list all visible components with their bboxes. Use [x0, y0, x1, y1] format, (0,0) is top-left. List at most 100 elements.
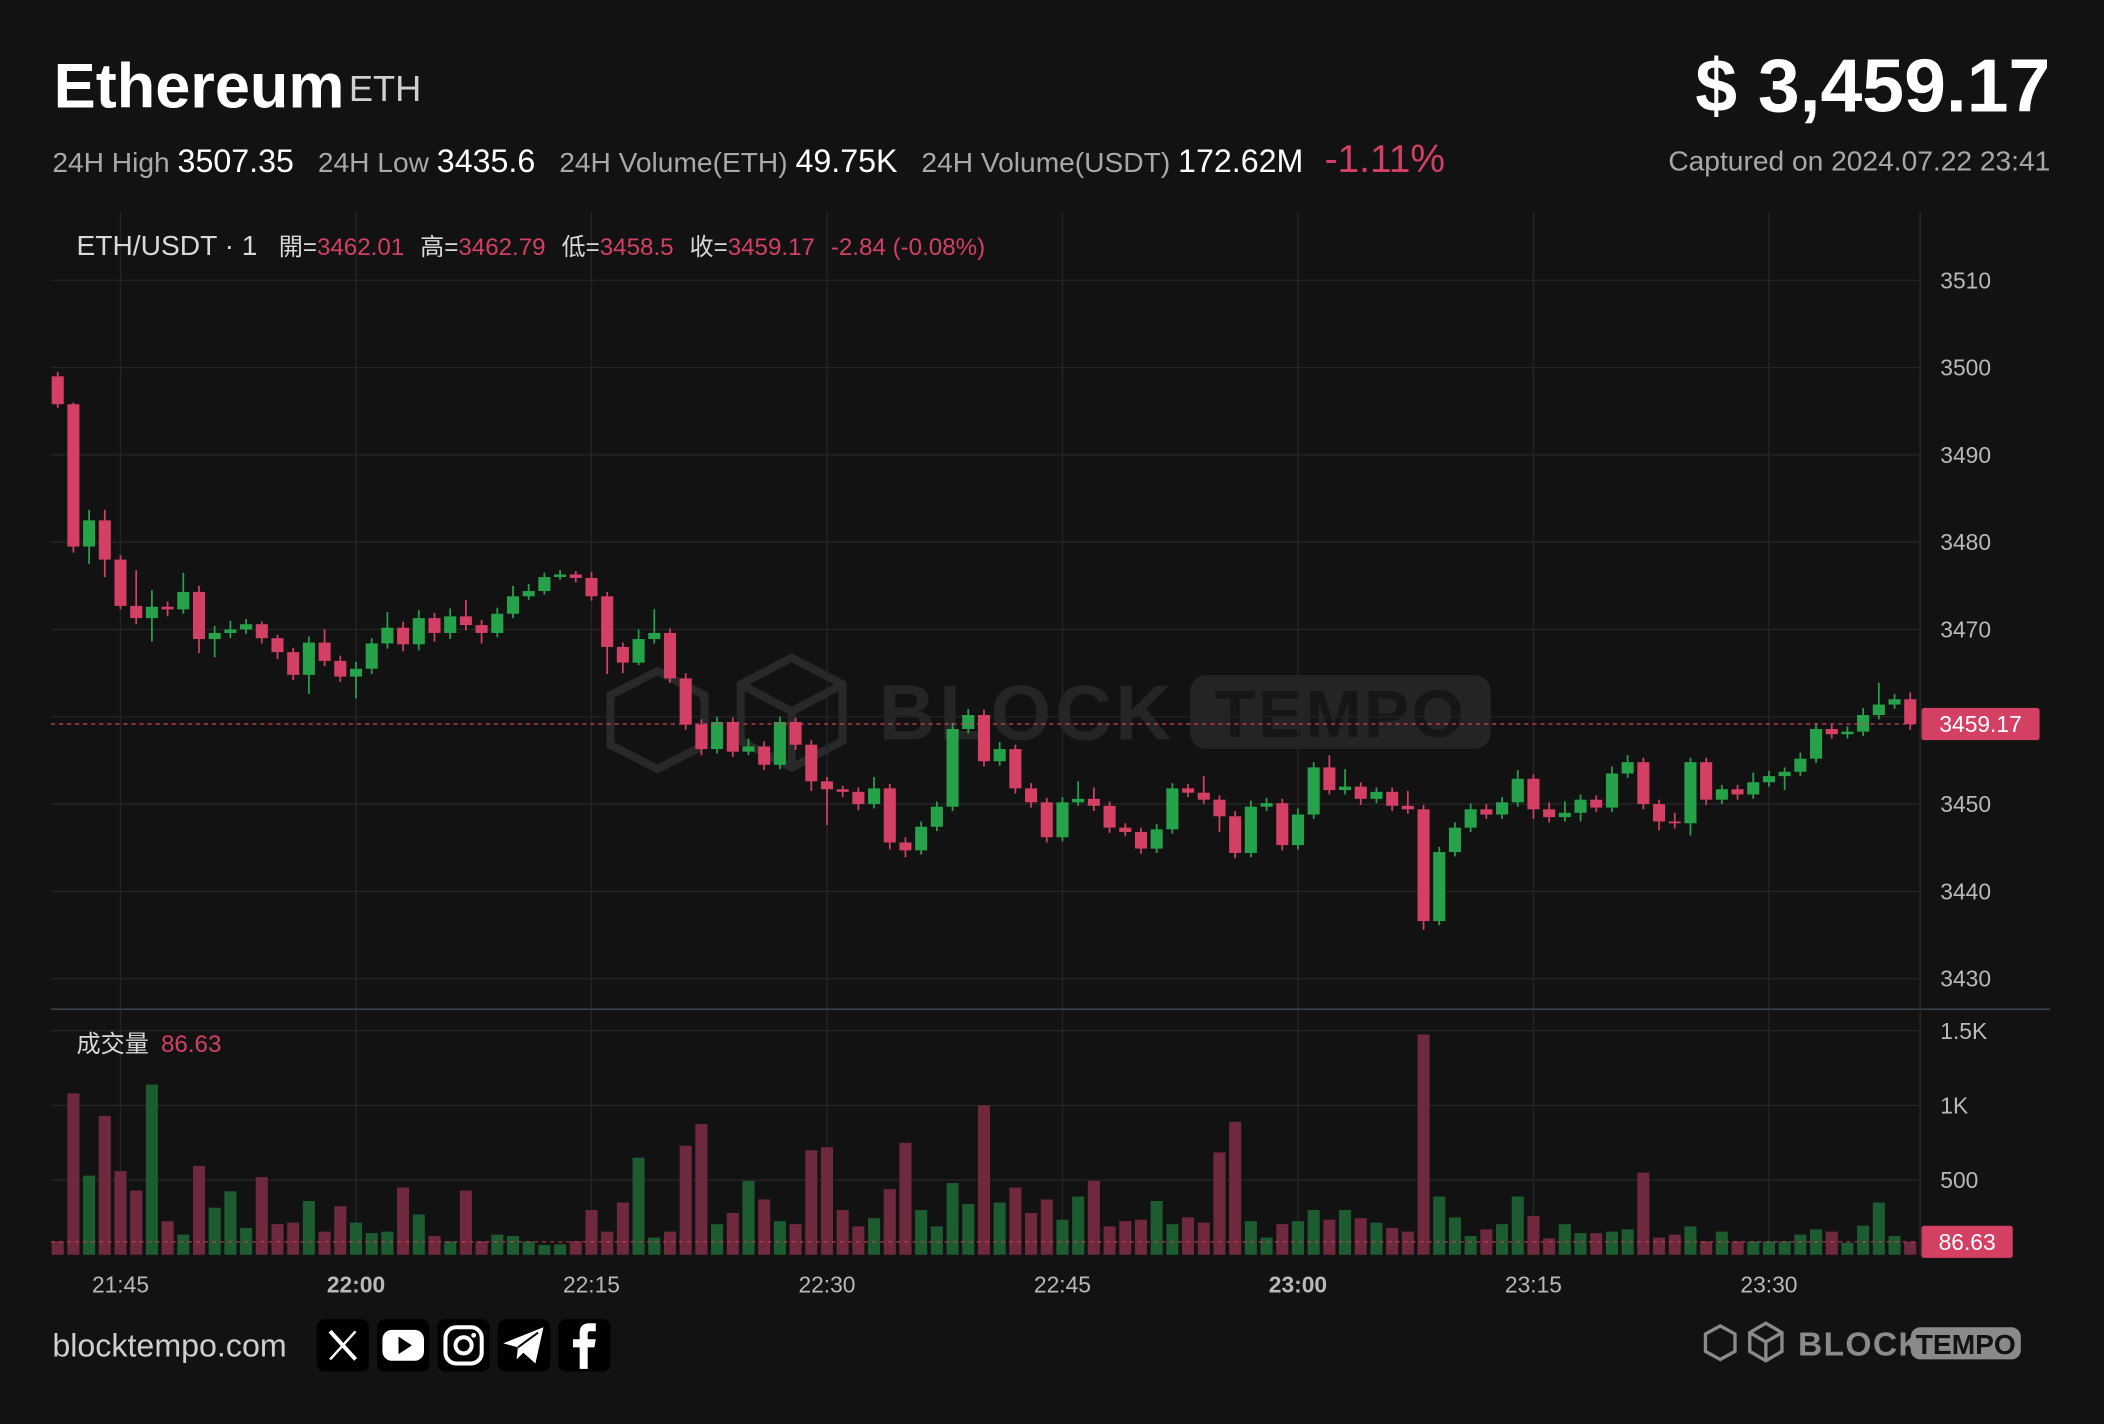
legend-value: 3462.79	[458, 234, 545, 261]
y-tick-label: 3430	[1940, 966, 1991, 992]
volume-bar	[930, 1226, 943, 1255]
stat-value: 49.75K	[795, 143, 898, 179]
captured-time: Captured on 2024.07.22 23:41	[1668, 145, 2050, 177]
candle-body	[1260, 803, 1273, 807]
volume-bar	[554, 1244, 567, 1255]
logo-box	[1910, 1327, 2021, 1360]
candle-body	[1182, 788, 1195, 793]
candle-body	[1213, 799, 1226, 817]
candle-body	[758, 746, 771, 765]
candle-body	[977, 715, 991, 762]
volume-legend: 成交量 86.63	[76, 1031, 221, 1058]
volume-bar	[1448, 1217, 1461, 1255]
youtube-icon[interactable]	[377, 1319, 430, 1372]
candle-body	[852, 791, 865, 805]
volume-bar	[1731, 1241, 1744, 1255]
volume-bar	[130, 1190, 143, 1255]
volume-bar	[1087, 1180, 1100, 1255]
volume-bar	[412, 1214, 425, 1255]
volume-bar	[1747, 1241, 1760, 1255]
candle-body	[1401, 805, 1414, 810]
plot: 3430344034503460347034803490350035105001…	[50, 212, 2051, 1297]
candle-body	[883, 788, 896, 843]
candle-body	[1715, 789, 1728, 800]
candle-body	[1433, 852, 1446, 922]
footer-logo: BLOCK TEMPO	[1703, 1321, 2021, 1363]
volume-bar	[506, 1236, 520, 1255]
legend-label: 低=	[561, 234, 599, 261]
candle-body	[412, 618, 425, 645]
y-tick-label: 3480	[1940, 529, 1991, 555]
volume-bar	[616, 1202, 629, 1255]
candle-body	[1480, 809, 1493, 815]
y-tick-label: 3510	[1940, 267, 1991, 293]
volume-bar	[538, 1245, 551, 1255]
candle-body	[428, 618, 441, 633]
volume-bar	[1401, 1231, 1414, 1255]
candle-body	[145, 606, 158, 619]
last-volume-badge	[1921, 1225, 2013, 1258]
x-icon[interactable]	[316, 1319, 370, 1372]
volume-tick-label: 500	[1940, 1167, 1978, 1193]
volume-bar	[836, 1209, 849, 1255]
candle-body	[585, 577, 598, 597]
candle-body	[1700, 762, 1713, 800]
volume-bar	[1072, 1196, 1085, 1255]
stat-label: 24H Volume(ETH)	[559, 146, 787, 178]
candle-body	[915, 826, 928, 851]
candle-body	[114, 559, 127, 606]
volume-bar	[648, 1237, 661, 1255]
volume-bar	[1119, 1221, 1132, 1255]
candle-body	[1747, 782, 1760, 795]
candle-body	[1543, 809, 1556, 818]
candle-body	[648, 632, 661, 640]
volume-bar	[1244, 1221, 1257, 1255]
candle-body	[773, 721, 786, 765]
candle-body	[1637, 762, 1650, 805]
x-tick-label: 22:15	[563, 1271, 620, 1297]
candle-body	[616, 646, 629, 663]
candle-body	[1653, 804, 1666, 822]
candle-body	[522, 591, 535, 597]
candle-body	[899, 842, 912, 851]
candle-body	[805, 744, 818, 782]
x-tick-label: 22:30	[798, 1271, 855, 1297]
volume-bar	[1496, 1224, 1509, 1255]
volume-bar	[1182, 1217, 1195, 1255]
instagram-icon[interactable]	[437, 1319, 490, 1372]
candle-body	[1621, 762, 1634, 774]
watermark-box	[1190, 675, 1491, 749]
volume-bar	[1291, 1221, 1304, 1255]
candle-body	[1150, 829, 1163, 849]
volume-bar	[1825, 1231, 1838, 1255]
candle-body	[554, 574, 567, 578]
candle-body	[1166, 788, 1179, 830]
candle-body	[1072, 798, 1085, 803]
candle-body	[1229, 816, 1242, 853]
volume-value: 86.63	[161, 1031, 221, 1058]
volume-bar	[1417, 1034, 1430, 1255]
candle-body	[177, 591, 190, 610]
volume-bar	[1370, 1222, 1383, 1255]
candle-body	[1386, 791, 1399, 806]
volume-bar	[1778, 1241, 1791, 1255]
candle-body	[224, 629, 237, 633]
y-tick-label: 3440	[1940, 878, 1991, 904]
volume-bar	[773, 1221, 786, 1255]
candle-body	[1134, 831, 1148, 849]
legend-label: 開=	[279, 234, 317, 261]
volume-bar	[1762, 1241, 1775, 1255]
volume-bar	[98, 1115, 111, 1255]
candle-body	[569, 574, 582, 578]
candle-body	[1904, 699, 1917, 725]
candle-body	[1354, 786, 1367, 799]
candle-body	[444, 616, 457, 633]
candle-body	[726, 721, 739, 752]
stat-value: 3435.6	[437, 143, 535, 179]
volume-bar	[192, 1165, 206, 1255]
candle-body	[1323, 767, 1336, 791]
telegram-icon[interactable]	[497, 1319, 551, 1372]
facebook-icon[interactable]	[558, 1319, 611, 1372]
volume-label: 成交量	[76, 1031, 148, 1058]
